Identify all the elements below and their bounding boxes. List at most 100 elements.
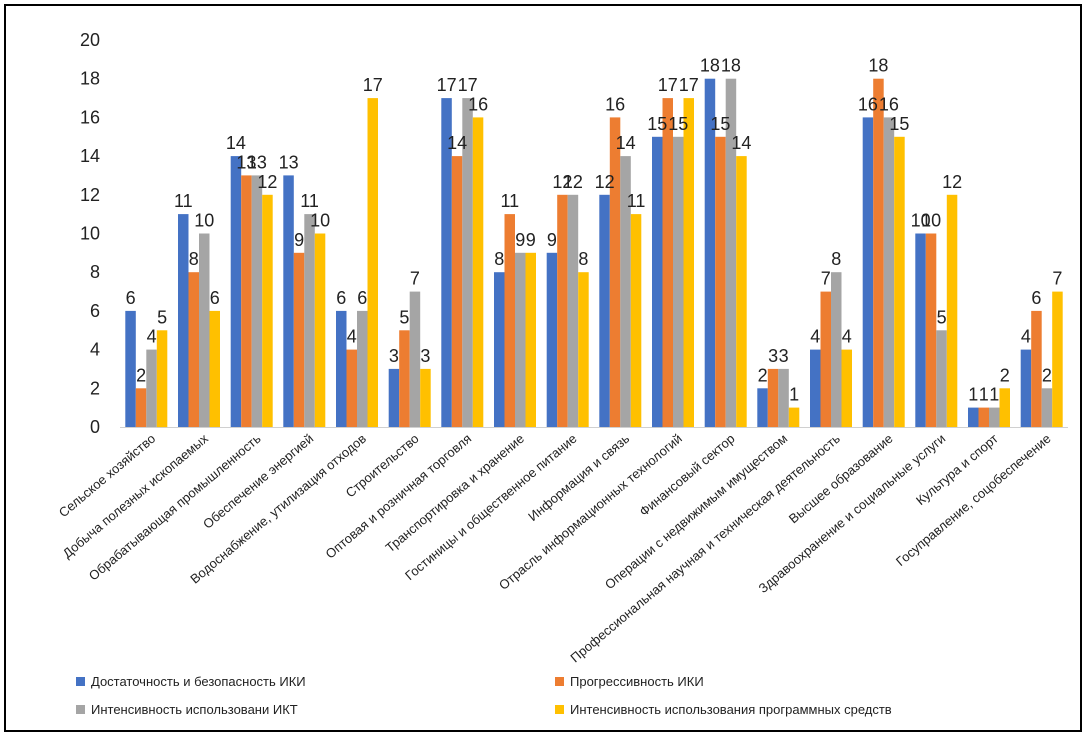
bar xyxy=(978,407,989,427)
bar xyxy=(620,156,631,427)
data-label: 5 xyxy=(157,307,167,327)
y-axis-tick-labels: 0 2 4 6 8 10 12 14 16 18 20 xyxy=(80,30,100,437)
bar xyxy=(841,349,852,427)
bar xyxy=(357,310,368,427)
bar xyxy=(894,136,905,428)
bar xyxy=(420,368,431,427)
bar xyxy=(346,349,357,427)
legend-item: Прогрессивность ИКИ xyxy=(555,674,704,689)
data-label: 6 xyxy=(357,288,367,308)
data-label: 4 xyxy=(842,327,852,347)
legend-label: Интенсивность использования программных … xyxy=(570,702,892,717)
data-label: 12 xyxy=(563,172,583,192)
data-label: 8 xyxy=(494,249,504,269)
data-label: 1 xyxy=(979,385,989,405)
data-label: 11 xyxy=(627,191,646,211)
bar xyxy=(188,272,199,427)
bar xyxy=(925,233,937,427)
data-label: 6 xyxy=(210,288,220,308)
data-label: 4 xyxy=(1021,327,1031,347)
bar xyxy=(989,407,1000,427)
data-label: 11 xyxy=(300,191,319,211)
bar xyxy=(883,117,895,428)
data-label: 3 xyxy=(420,346,430,366)
bar xyxy=(862,117,874,428)
category-label: Здравоохранение и социальные услуги xyxy=(756,431,949,596)
data-label: 15 xyxy=(710,114,730,134)
bar xyxy=(230,156,242,427)
data-label: 9 xyxy=(547,230,557,250)
data-label: 12 xyxy=(552,172,572,192)
data-label: 3 xyxy=(389,346,399,366)
bar xyxy=(715,136,726,428)
bar xyxy=(146,349,157,427)
data-label: 8 xyxy=(831,249,841,269)
data-label: 8 xyxy=(578,249,588,269)
bar xyxy=(873,78,884,427)
data-label: 16 xyxy=(605,94,625,114)
data-label: 10 xyxy=(310,211,330,231)
bar xyxy=(831,272,842,427)
bar xyxy=(251,175,263,427)
category-label: Сельское хозяйство xyxy=(56,431,158,520)
bar xyxy=(999,388,1010,427)
legend-item: Интенсивность использования программных … xyxy=(555,702,892,717)
y-tick-label: 2 xyxy=(90,378,100,398)
data-label: 10 xyxy=(921,211,941,231)
bar xyxy=(409,291,421,427)
bar xyxy=(1031,310,1042,427)
data-label: 6 xyxy=(126,288,136,308)
y-tick-label: 6 xyxy=(90,301,100,321)
bar xyxy=(441,98,452,427)
bar xyxy=(314,233,326,427)
data-label: 18 xyxy=(721,56,741,76)
y-tick-label: 4 xyxy=(90,340,100,360)
bar xyxy=(778,368,789,427)
bar xyxy=(367,98,378,427)
legend-label: Интенсивность использовани ИКТ xyxy=(91,702,298,717)
data-label: 7 xyxy=(821,269,831,289)
data-label: 2 xyxy=(136,365,146,385)
data-label: 12 xyxy=(595,172,615,192)
data-label: 4 xyxy=(347,327,357,347)
data-label: 17 xyxy=(458,75,478,95)
bar xyxy=(810,349,821,427)
data-label: 4 xyxy=(147,327,157,347)
data-label: 3 xyxy=(768,346,778,366)
bar xyxy=(135,388,147,427)
bar xyxy=(515,252,526,427)
data-label: 16 xyxy=(468,94,488,114)
data-label: 9 xyxy=(526,230,536,250)
y-tick-label: 0 xyxy=(90,417,100,437)
bar xyxy=(451,156,463,427)
bar xyxy=(736,156,747,427)
bar xyxy=(199,233,210,427)
data-label: 14 xyxy=(616,133,636,153)
bar xyxy=(704,78,716,427)
data-label: 5 xyxy=(937,307,947,327)
data-label: 15 xyxy=(668,114,688,134)
data-label: 2 xyxy=(1042,365,1052,385)
bar xyxy=(283,175,294,427)
data-label: 13 xyxy=(247,152,267,172)
bar xyxy=(609,117,621,428)
data-label: 17 xyxy=(363,75,383,95)
bar xyxy=(725,78,737,427)
bar xyxy=(788,407,800,427)
legend-item: Достаточность и безопасность ИКИ xyxy=(76,674,306,689)
legend-swatch xyxy=(76,705,85,714)
bar xyxy=(968,407,979,427)
bar xyxy=(1052,291,1063,427)
data-label: 10 xyxy=(911,211,931,231)
data-label: 17 xyxy=(679,75,699,95)
y-tick-label: 20 xyxy=(80,30,100,50)
category-label: Отрасль информационных технологий xyxy=(496,431,685,593)
data-label: 13 xyxy=(279,152,299,172)
data-label: 2 xyxy=(1000,365,1010,385)
bar xyxy=(652,136,663,428)
bar xyxy=(673,136,684,428)
bar xyxy=(388,368,400,427)
bar xyxy=(557,194,568,427)
legend-label: Прогрессивность ИКИ xyxy=(570,674,704,689)
data-label: 9 xyxy=(294,230,304,250)
